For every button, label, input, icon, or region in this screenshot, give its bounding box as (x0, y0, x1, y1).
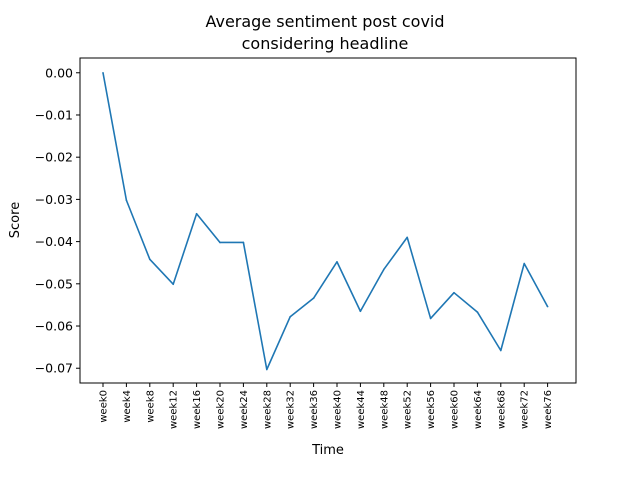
data-point (102, 71, 104, 74)
x-tick-label: week12 (169, 390, 180, 429)
y-tick-label: −0.05 (35, 276, 73, 291)
series-layer (102, 71, 549, 371)
x-tick-label: week4 (122, 390, 133, 423)
data-point (336, 261, 338, 263)
data-point (125, 199, 128, 202)
x-tick-label: week32 (286, 390, 297, 429)
data-point (172, 283, 174, 286)
x-tick-label: week44 (356, 390, 367, 429)
data-point (476, 311, 479, 313)
data-point (383, 268, 385, 271)
chart-title-line-1: Average sentiment post covid (205, 12, 444, 31)
data-point (500, 349, 502, 352)
data-point (453, 291, 455, 294)
y-tick-label: −0.04 (35, 234, 73, 249)
plot-area-frame (79, 57, 577, 384)
data-point (149, 258, 151, 261)
y-tick-label: −0.03 (35, 192, 73, 207)
x-tick-label: week0 (99, 390, 110, 423)
x-tick-label: week28 (262, 390, 273, 429)
data-point (242, 241, 245, 244)
data-point (219, 241, 221, 244)
x-tick-label: week64 (473, 390, 484, 429)
x-axis-label: Time (311, 443, 344, 458)
y-tick-label: −0.06 (35, 319, 73, 334)
data-point (523, 262, 525, 265)
data-point (289, 315, 292, 318)
data-point (429, 317, 432, 320)
x-tick-label: week8 (145, 390, 156, 423)
x-tick-label: week72 (520, 390, 531, 429)
y-tick-label: −0.01 (35, 107, 73, 122)
y-tick-label: 0.00 (45, 65, 73, 80)
x-tick-label: week48 (379, 390, 390, 429)
data-point (406, 236, 409, 239)
x-tick-label: week36 (309, 390, 320, 429)
chart-title-line-2: considering headline (242, 34, 409, 53)
series-line (102, 72, 549, 371)
x-tick-label: week16 (192, 390, 203, 429)
axis-ticks: 0.00 −0.01 −0.02 −0.03 −0.04 −0.05 −0.06 −0.07 w… (35, 65, 554, 429)
y-tick-label: −0.07 (35, 361, 73, 376)
x-tick-label: week52 (403, 390, 414, 429)
x-tick-label: week76 (543, 390, 554, 429)
y-tick-label: −0.02 (35, 150, 73, 165)
y-axis-label: Score (8, 202, 23, 238)
data-point (546, 305, 549, 308)
x-tick-label: week60 (450, 390, 461, 429)
x-tick-label: week24 (239, 390, 250, 429)
data-point (266, 368, 268, 371)
data-point (312, 297, 315, 299)
x-tick-label: week56 (426, 390, 437, 429)
data-point (195, 212, 198, 215)
data-point (359, 310, 362, 313)
x-tick-label: week68 (496, 390, 507, 429)
x-tick-label: week20 (216, 390, 227, 429)
x-tick-label: week40 (333, 390, 344, 429)
